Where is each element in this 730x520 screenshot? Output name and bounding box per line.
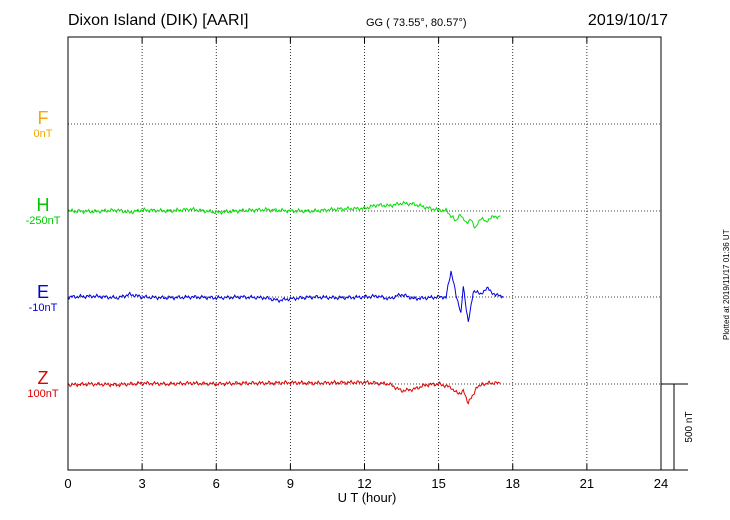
- component-z-offset: 100nT: [27, 388, 59, 400]
- x-tick-label: 9: [287, 476, 294, 491]
- x-tick-label: 24: [654, 476, 668, 491]
- geo-coordinates: GG ( 73.55°, 80.57°): [366, 17, 467, 29]
- series-line-z: [67, 379, 501, 405]
- series-line-e: [67, 270, 504, 322]
- x-ticks: 0 3 6 9 12 15 18 21 24: [64, 37, 668, 491]
- station-title: Dixon Island (DIK) [AARI]: [68, 12, 249, 29]
- x-tick-label: 21: [580, 476, 594, 491]
- x-axis-label: U T (hour): [338, 490, 397, 505]
- x-tick-label: 6: [213, 476, 220, 491]
- x-tick-label: 15: [431, 476, 445, 491]
- component-h-letter: H: [36, 195, 50, 215]
- series-line-h: [67, 200, 501, 229]
- component-f-label: F 0nT: [18, 108, 68, 141]
- x-tick-label: 3: [139, 476, 146, 491]
- component-e-label: E -10nT: [18, 282, 68, 315]
- series-layer: [67, 200, 504, 405]
- x-tick-label: 18: [506, 476, 520, 491]
- component-f-offset: 0nT: [33, 128, 53, 140]
- component-z-label: Z 100nT: [18, 368, 68, 401]
- scale-bar: 500 nT: [661, 383, 695, 471]
- x-tick-label: 0: [64, 476, 71, 491]
- component-h-offset: -250nT: [25, 215, 61, 227]
- x-tick-label: 12: [357, 476, 371, 491]
- component-h-label: H -250nT: [18, 195, 68, 228]
- component-e-offset: -10nT: [28, 302, 58, 314]
- scale-bar-label: 500 nT: [684, 411, 695, 442]
- component-z-letter: Z: [37, 368, 49, 388]
- plot-date: 2019/10/17: [587, 12, 668, 29]
- plotted-timestamp: Plotted at 2019/11/17 01:36 UT: [722, 229, 730, 340]
- component-f-letter: F: [37, 108, 49, 128]
- component-e-letter: E: [36, 282, 49, 302]
- grid: [68, 37, 661, 470]
